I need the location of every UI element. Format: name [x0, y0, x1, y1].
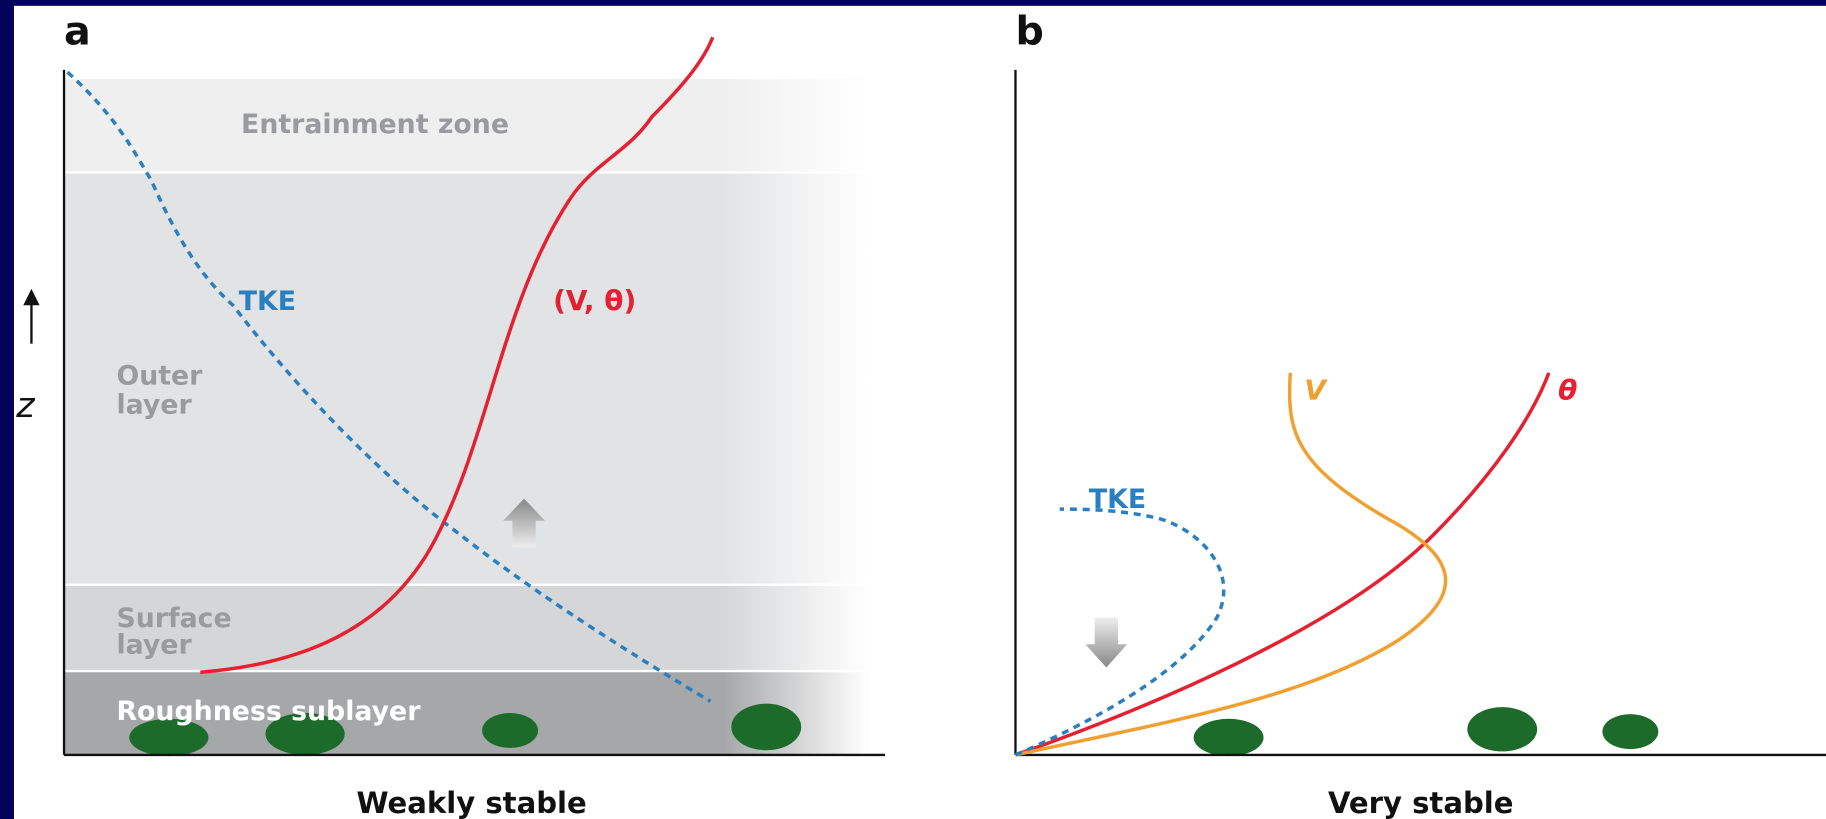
curve-label: TKE [1089, 484, 1146, 515]
curve-label: TKE [239, 286, 296, 317]
zone-label: layer [116, 630, 192, 661]
page: {"panel_a":{"label":"a","caption":"Weakl… [0, 0, 1826, 819]
panel-label: a [64, 8, 91, 54]
curve-label: (V, θ) [553, 284, 636, 317]
panel-label: b [1015, 8, 1043, 54]
zone-label: Entrainment zone [241, 109, 509, 140]
zone-label: Roughness sublayer [116, 696, 421, 727]
zone-label: layer [116, 390, 192, 421]
caption: Very stable [1328, 786, 1514, 819]
curve-label: V [1304, 374, 1328, 407]
zone-label: Outer [116, 360, 203, 391]
curve-label: θ [1558, 374, 1577, 407]
axis-label: z [15, 386, 35, 426]
caption: Weakly stable [356, 786, 586, 819]
figure: a b Entrainment zone Outer layer Surface… [0, 0, 1826, 819]
